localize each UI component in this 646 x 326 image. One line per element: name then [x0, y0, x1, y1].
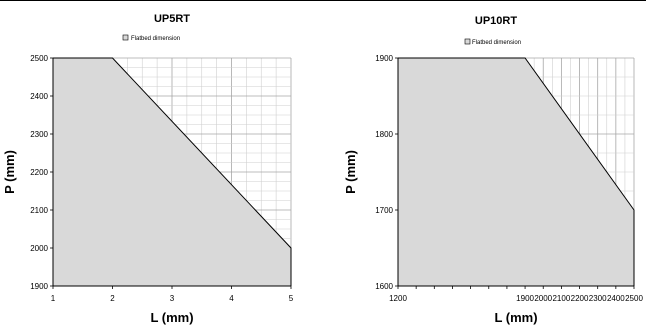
chart-up10rt: UP10RT Flatbed dimension 1200 1900 2000 210… — [343, 15, 643, 325]
area-fill — [53, 58, 291, 286]
x-tick-label: 1200 — [389, 294, 407, 303]
plot-area: 1 2 3 4 5 1900 2000 2100 2200 2300 2400 2500 — [30, 54, 294, 303]
chart-title: UP10RT — [475, 15, 517, 27]
x-axis-label: L (mm) — [150, 310, 193, 325]
legend-swatch — [464, 38, 471, 45]
chart-up5rt: UP5RT Flatbed dimension 1 2 3 4 5 1900 2000 210… — [2, 13, 294, 325]
x-tick-label: 2000 — [534, 294, 552, 303]
y-tick-label: 2400 — [30, 92, 48, 101]
y-tick-label: 1700 — [375, 206, 393, 215]
y-tick-label: 2100 — [30, 206, 48, 215]
x-tick-label: 2400 — [607, 294, 625, 303]
x-tick-label: 1900 — [516, 294, 534, 303]
chart-title: UP5RT — [154, 13, 190, 25]
x-tick-label: 2100 — [552, 294, 570, 303]
x-tick-label: 3 — [170, 294, 175, 303]
x-tick-label: 2200 — [571, 294, 589, 303]
plot-area: 1200 1900 2000 2100 2200 2300 2400 250016001700… — [375, 54, 643, 303]
x-tick-label: 1 — [51, 294, 56, 303]
x-axis-label: L (mm) — [494, 310, 537, 325]
y-tick-label: 1600 — [375, 282, 393, 291]
y-tick-label: 1900 — [30, 282, 48, 291]
x-tick-label: 4 — [229, 294, 234, 303]
y-axis-label: P (mm) — [2, 150, 17, 194]
top-border — [0, 0, 646, 1]
y-tick-label: 1800 — [375, 130, 393, 139]
legend-label: Flatbed dimension — [131, 36, 180, 42]
x-tick-label: 2 — [110, 294, 115, 303]
x-tick-label: 2500 — [625, 294, 643, 303]
x-tick-label: 5 — [289, 294, 294, 303]
legend-swatch — [122, 34, 129, 41]
series-line — [398, 57, 635, 286]
series-line — [53, 57, 292, 286]
y-tick-label: 1900 — [375, 54, 393, 63]
area-fill — [398, 58, 634, 286]
y-tick-label: 2300 — [30, 130, 48, 139]
x-tick-label: 2300 — [589, 294, 607, 303]
y-tick-label: 2500 — [30, 54, 48, 63]
y-tick-label: 2000 — [30, 244, 48, 253]
y-axis-label: P (mm) — [343, 150, 358, 194]
legend-label: Flatbed dimension — [472, 40, 521, 46]
y-tick-label: 2200 — [30, 168, 48, 177]
